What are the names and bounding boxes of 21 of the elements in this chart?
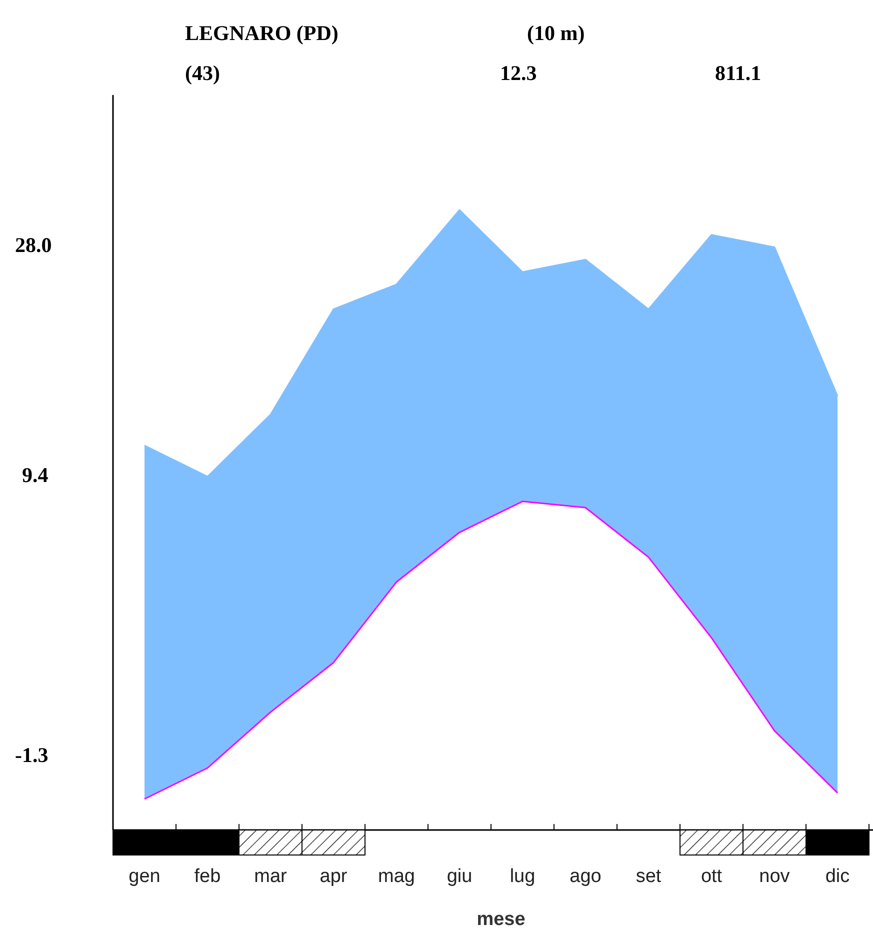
chart-title: LEGNARO (PD) [185, 21, 338, 45]
x-tick-label: dic [825, 866, 850, 887]
x-tick-label: ott [700, 866, 723, 887]
text: -1.3 [15, 743, 48, 767]
x-tick-label: nov [759, 866, 790, 887]
text: 28.0 [15, 233, 52, 257]
text: 12.3 [500, 61, 537, 85]
x-tick-label: gen [128, 866, 160, 887]
text: (43) [185, 61, 220, 85]
x-tick-label: feb [194, 866, 221, 887]
x-tick-label: giu [446, 866, 472, 887]
text: 811.1 [715, 61, 762, 85]
x-tick-label: ago [570, 866, 602, 887]
x-axis-title: mese [476, 909, 526, 930]
x-tick-label: mag [378, 866, 415, 887]
x-tick-label: mar [254, 866, 288, 887]
x-tick-label: apr [320, 866, 348, 887]
x-tick-label: set [636, 866, 662, 887]
text: 9.4 [22, 463, 49, 487]
chart-subtitle: (10 m) [527, 21, 585, 45]
x-tick-label: lug [510, 866, 536, 887]
